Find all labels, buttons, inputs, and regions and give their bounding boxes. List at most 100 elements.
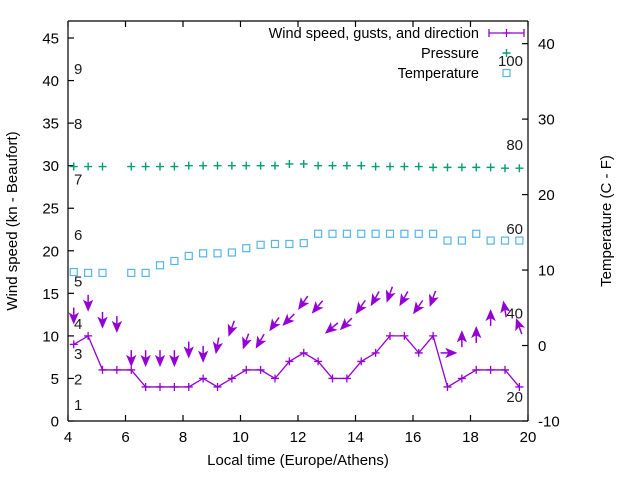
temperature-point [357,229,366,238]
y-axis-right-ticks: -10 0 10 20 30 40 [522,36,560,431]
fahrenheit-label: 60 [506,221,523,238]
wind-speed-point [184,382,193,391]
temperature-point [429,229,438,238]
y2-tick-label: 30 [538,112,555,129]
wind-speed-point [328,374,337,383]
wind-speed-point [127,365,136,374]
pressure-point [429,163,438,172]
temperature-point [486,236,495,245]
arrow-head [515,318,526,332]
y-tick-label: 15 [42,286,59,303]
temperature-point [155,261,165,270]
pressure-point [285,159,294,168]
legend-swatch-plus [502,49,511,57]
wind-direction-arrow [169,350,180,368]
wind-direction-arrow [324,321,339,334]
beaufort-label: 5 [74,274,82,291]
y-tick-label: 35 [42,116,59,133]
wind-speed-point [457,374,466,383]
pressure-point [371,162,380,171]
y2-tick-label: 20 [538,187,555,204]
legend-swatch-plus [502,29,511,37]
temperature-point [328,229,337,238]
wind-direction-arrow [255,333,267,349]
pressure-point [213,161,222,170]
fahrenheit-label: 80 [506,137,523,154]
pressure-point [414,162,423,171]
beaufort-label: 3 [74,346,82,363]
wind-direction-arrow [197,345,209,363]
pressure-point [501,164,509,173]
wind-speed-point [486,365,495,374]
arrow-head [197,350,209,363]
pressure-point [184,161,193,170]
wind-speed-point [112,365,121,374]
temperature-point [443,236,452,245]
temperature-point [515,236,524,245]
x-tick-label: 4 [64,429,72,446]
wind-direction-arrow [399,291,410,307]
wind-direction-arrow [298,295,310,310]
arrow-head [82,299,94,312]
beaufort-label: 6 [74,227,82,244]
arrow-head [445,347,458,359]
legend-swatch-square [502,68,511,78]
temperature-point [457,236,466,245]
wind-speed-point [227,374,236,383]
wind-speed-point [69,340,78,349]
temperature-point [127,268,136,278]
wind-direction-arrow [183,341,194,359]
y2-tick-label: -10 [538,414,560,431]
arrow-head [269,318,281,332]
y-axis-title: Wind speed (kn - Beaufort) [4,131,21,310]
wind-direction-arrow [68,307,79,325]
y-tick-label: 40 [42,73,59,90]
arrow-head [370,293,382,307]
pressure-point [170,162,179,171]
wind-speed-point [400,331,409,340]
axis-titles: Local time (Europe/Athens) Wind speed (kn… [4,131,615,469]
wind-direction-arrow [370,291,382,307]
y-axis-left-ticks: 0 5 10 15 20 25 30 35 40 45 [42,31,74,431]
wind-direction-arrow [413,299,425,315]
legend-label: Temperature [398,66,479,82]
wind-direction-arrow [269,316,281,332]
wind-direction-arrow [471,325,482,343]
legend-label: Wind speed, gusts, and direction [269,26,479,42]
temperature-point [227,248,236,257]
arrow-head [255,335,267,349]
pressure-point [328,161,337,170]
legend-swatch-caps [488,29,525,37]
arrow-head [169,354,180,368]
wind-speed-point [285,357,294,366]
wind-direction-arrow [97,311,108,329]
wind-direction-arrow [140,350,151,368]
x-tick-label: 20 [520,429,537,446]
legend-label: Pressure [421,46,479,62]
temperature-point [69,267,78,277]
arrow-head [68,312,79,325]
temperature-point [414,229,423,238]
y2-axis-title: Temperature (C - F) [598,155,615,287]
wind-speed-point [84,331,93,340]
temperature-point [500,236,510,245]
y2-tick-label: 10 [538,263,555,280]
arrow-head [429,293,439,307]
wind-direction-arrow [355,299,367,315]
arrow-head [471,325,482,339]
fahrenheit-scale-labels: 20 40 60 80 100 [498,53,523,406]
pressure-point [515,164,524,173]
arrow-head [140,354,151,368]
y-tick-label: 0 [51,414,59,431]
wind-direction-arrows [68,286,526,368]
fahrenheit-label: 20 [506,389,523,406]
arrow-head [500,300,511,314]
arrow-head [212,341,223,355]
wind-speed-point [199,374,208,383]
wind-direction-arrow [82,294,94,312]
y-tick-label: 10 [42,328,59,345]
beaufort-scale-labels: 1 2 3 4 5 6 7 8 9 [74,61,82,414]
wind-speed-point [342,374,351,383]
wind-speed-point [256,365,265,374]
